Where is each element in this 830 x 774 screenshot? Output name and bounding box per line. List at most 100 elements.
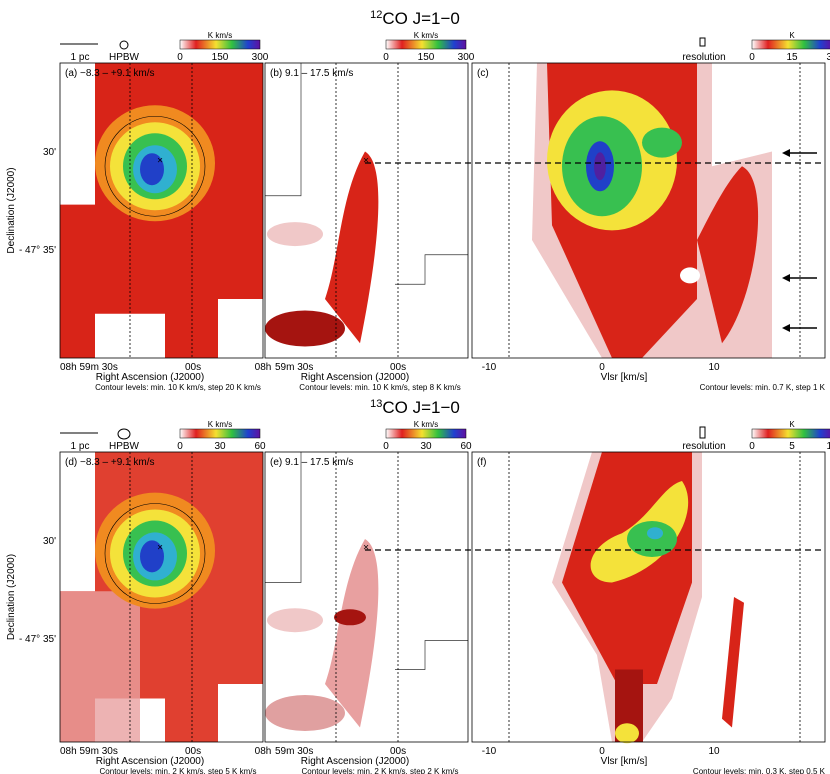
c-blue (140, 540, 164, 573)
colorbar-tick: 0 (749, 52, 755, 63)
blob (265, 695, 345, 731)
x-tick: 08h (255, 746, 272, 757)
title-main: CO J=1−0 (382, 398, 460, 417)
colorbar-unit: K (789, 420, 795, 429)
colorbar-tick: 30 (420, 441, 432, 452)
beam-label: HPBW (109, 52, 140, 63)
c-ring (104, 503, 206, 604)
x-tick: 08h (255, 362, 272, 373)
panel: × (d) −8.3 – +9.1 km/s (59, 451, 264, 743)
x-label: Right Ascension (J2000) (96, 756, 204, 767)
panel: × (e) 9.1 – 17.5 km/s (264, 451, 469, 743)
x-tick: 10 (708, 362, 720, 373)
panel-frame (471, 62, 826, 359)
y-tick: - 47° 35' (19, 634, 56, 645)
x-tick: 10 (708, 746, 720, 757)
blob (265, 310, 345, 347)
colorbar-unit: K km/s (414, 420, 438, 429)
hole (218, 299, 263, 358)
c-green (627, 521, 677, 557)
colorbar-tick: 30 (826, 52, 830, 63)
title-sup: 12 (370, 9, 382, 21)
row-title: 13CO J=1−0 (370, 398, 460, 417)
x-tick: -10 (482, 362, 497, 373)
panel: (f) (471, 451, 826, 744)
panel-frame (471, 451, 826, 743)
contour-note: Contour levels: min. 2 K km/s, step 2 K … (302, 767, 459, 774)
panel-frame (264, 62, 469, 359)
panel-frame (59, 451, 264, 743)
resolution-label: resolution (682, 441, 725, 452)
arrow-head (782, 274, 790, 282)
emission-faint (60, 591, 140, 742)
title-main: CO J=1−0 (382, 9, 460, 28)
cross: × (363, 543, 369, 554)
colorbar-tick: 15 (786, 52, 798, 63)
panel-frame (264, 451, 469, 743)
contour-note: Contour levels: min. 10 K km/s, step 20 … (95, 383, 261, 392)
colorbar-tick: 60 (460, 441, 472, 452)
y-tick: - 47° 35' (19, 245, 56, 256)
colorbar (385, 39, 467, 50)
x-label: Right Ascension (J2000) (96, 372, 204, 383)
colorbar-tick: 60 (254, 441, 266, 452)
resolution-label: resolution (682, 52, 725, 63)
beam (119, 40, 129, 50)
panel-frame (59, 62, 264, 359)
x-label: Right Ascension (J2000) (301, 756, 409, 767)
beam-label: HPBW (109, 441, 140, 452)
scale-label: 1 pc (71, 52, 90, 63)
x-label: Vlsr [km/s] (601, 372, 648, 383)
hole (218, 684, 263, 742)
blob (267, 608, 323, 633)
panel: × (a) −8.3 – +9.1 km/s (59, 62, 264, 359)
contour-note: Contour levels: min. 2 K km/s, step 5 K … (100, 767, 257, 774)
x-label: Right Ascension (J2000) (301, 372, 409, 383)
x-tick: 59m 30s (275, 362, 313, 373)
x-tick: 00s (390, 746, 406, 757)
blob (615, 723, 639, 744)
c-green2 (642, 127, 682, 158)
x-tick: 0 (599, 746, 605, 757)
row: 12CO J=1−0 × (a) −8.3 – +9.1 km/s K km/s 0 15… (6, 9, 830, 392)
x-tick: 08h 59m 30s (60, 362, 118, 373)
c-cyan (647, 527, 663, 540)
colorbar-tick: 0 (177, 441, 183, 452)
scale-label: 1 pc (71, 441, 90, 452)
x-tick: -10 (482, 746, 497, 757)
outline (265, 63, 468, 285)
colorbar (179, 39, 261, 50)
y-label: Declination (J2000) (6, 554, 17, 640)
panel: (c) (471, 62, 826, 359)
panel-label: (b) 9.1 – 17.5 km/s (270, 68, 353, 79)
x-tick: 00s (185, 362, 201, 373)
contour-note: Contour levels: min. 0.3 K, step 0.5 K (693, 767, 826, 774)
emission (325, 151, 379, 344)
panel-label: (c) (477, 68, 489, 79)
cross: × (363, 155, 369, 166)
contour-note: Contour levels: min. 10 K km/s, step 8 K… (299, 383, 460, 392)
beam (117, 428, 131, 440)
colorbar-tick: 150 (418, 52, 435, 63)
colorbar-tick: 300 (458, 52, 475, 63)
colorbar (385, 428, 467, 439)
resolution-box (699, 426, 706, 439)
x-tick: 00s (390, 362, 406, 373)
colorbar-unit: K km/s (414, 31, 438, 40)
y-tick: 30' (43, 536, 56, 547)
blob (334, 609, 366, 626)
colorbar-tick: 0 (383, 52, 389, 63)
y-tick: 30' (43, 147, 56, 158)
row-title: 12CO J=1−0 (370, 9, 460, 28)
colorbar (751, 428, 830, 439)
row: 13CO J=1−0 × (d) −8.3 – +9.1 km/s K km/s 0 30… (6, 398, 830, 774)
resolution-box (699, 37, 706, 47)
title-sup: 13 (370, 398, 382, 410)
colorbar-tick: 300 (252, 52, 269, 63)
panel-label: (a) −8.3 – +9.1 km/s (65, 68, 155, 79)
streak (697, 166, 759, 344)
x-tick: 59m 30s (275, 746, 313, 757)
hole (680, 267, 700, 284)
panel-label: (d) −8.3 – +9.1 km/s (65, 457, 155, 468)
